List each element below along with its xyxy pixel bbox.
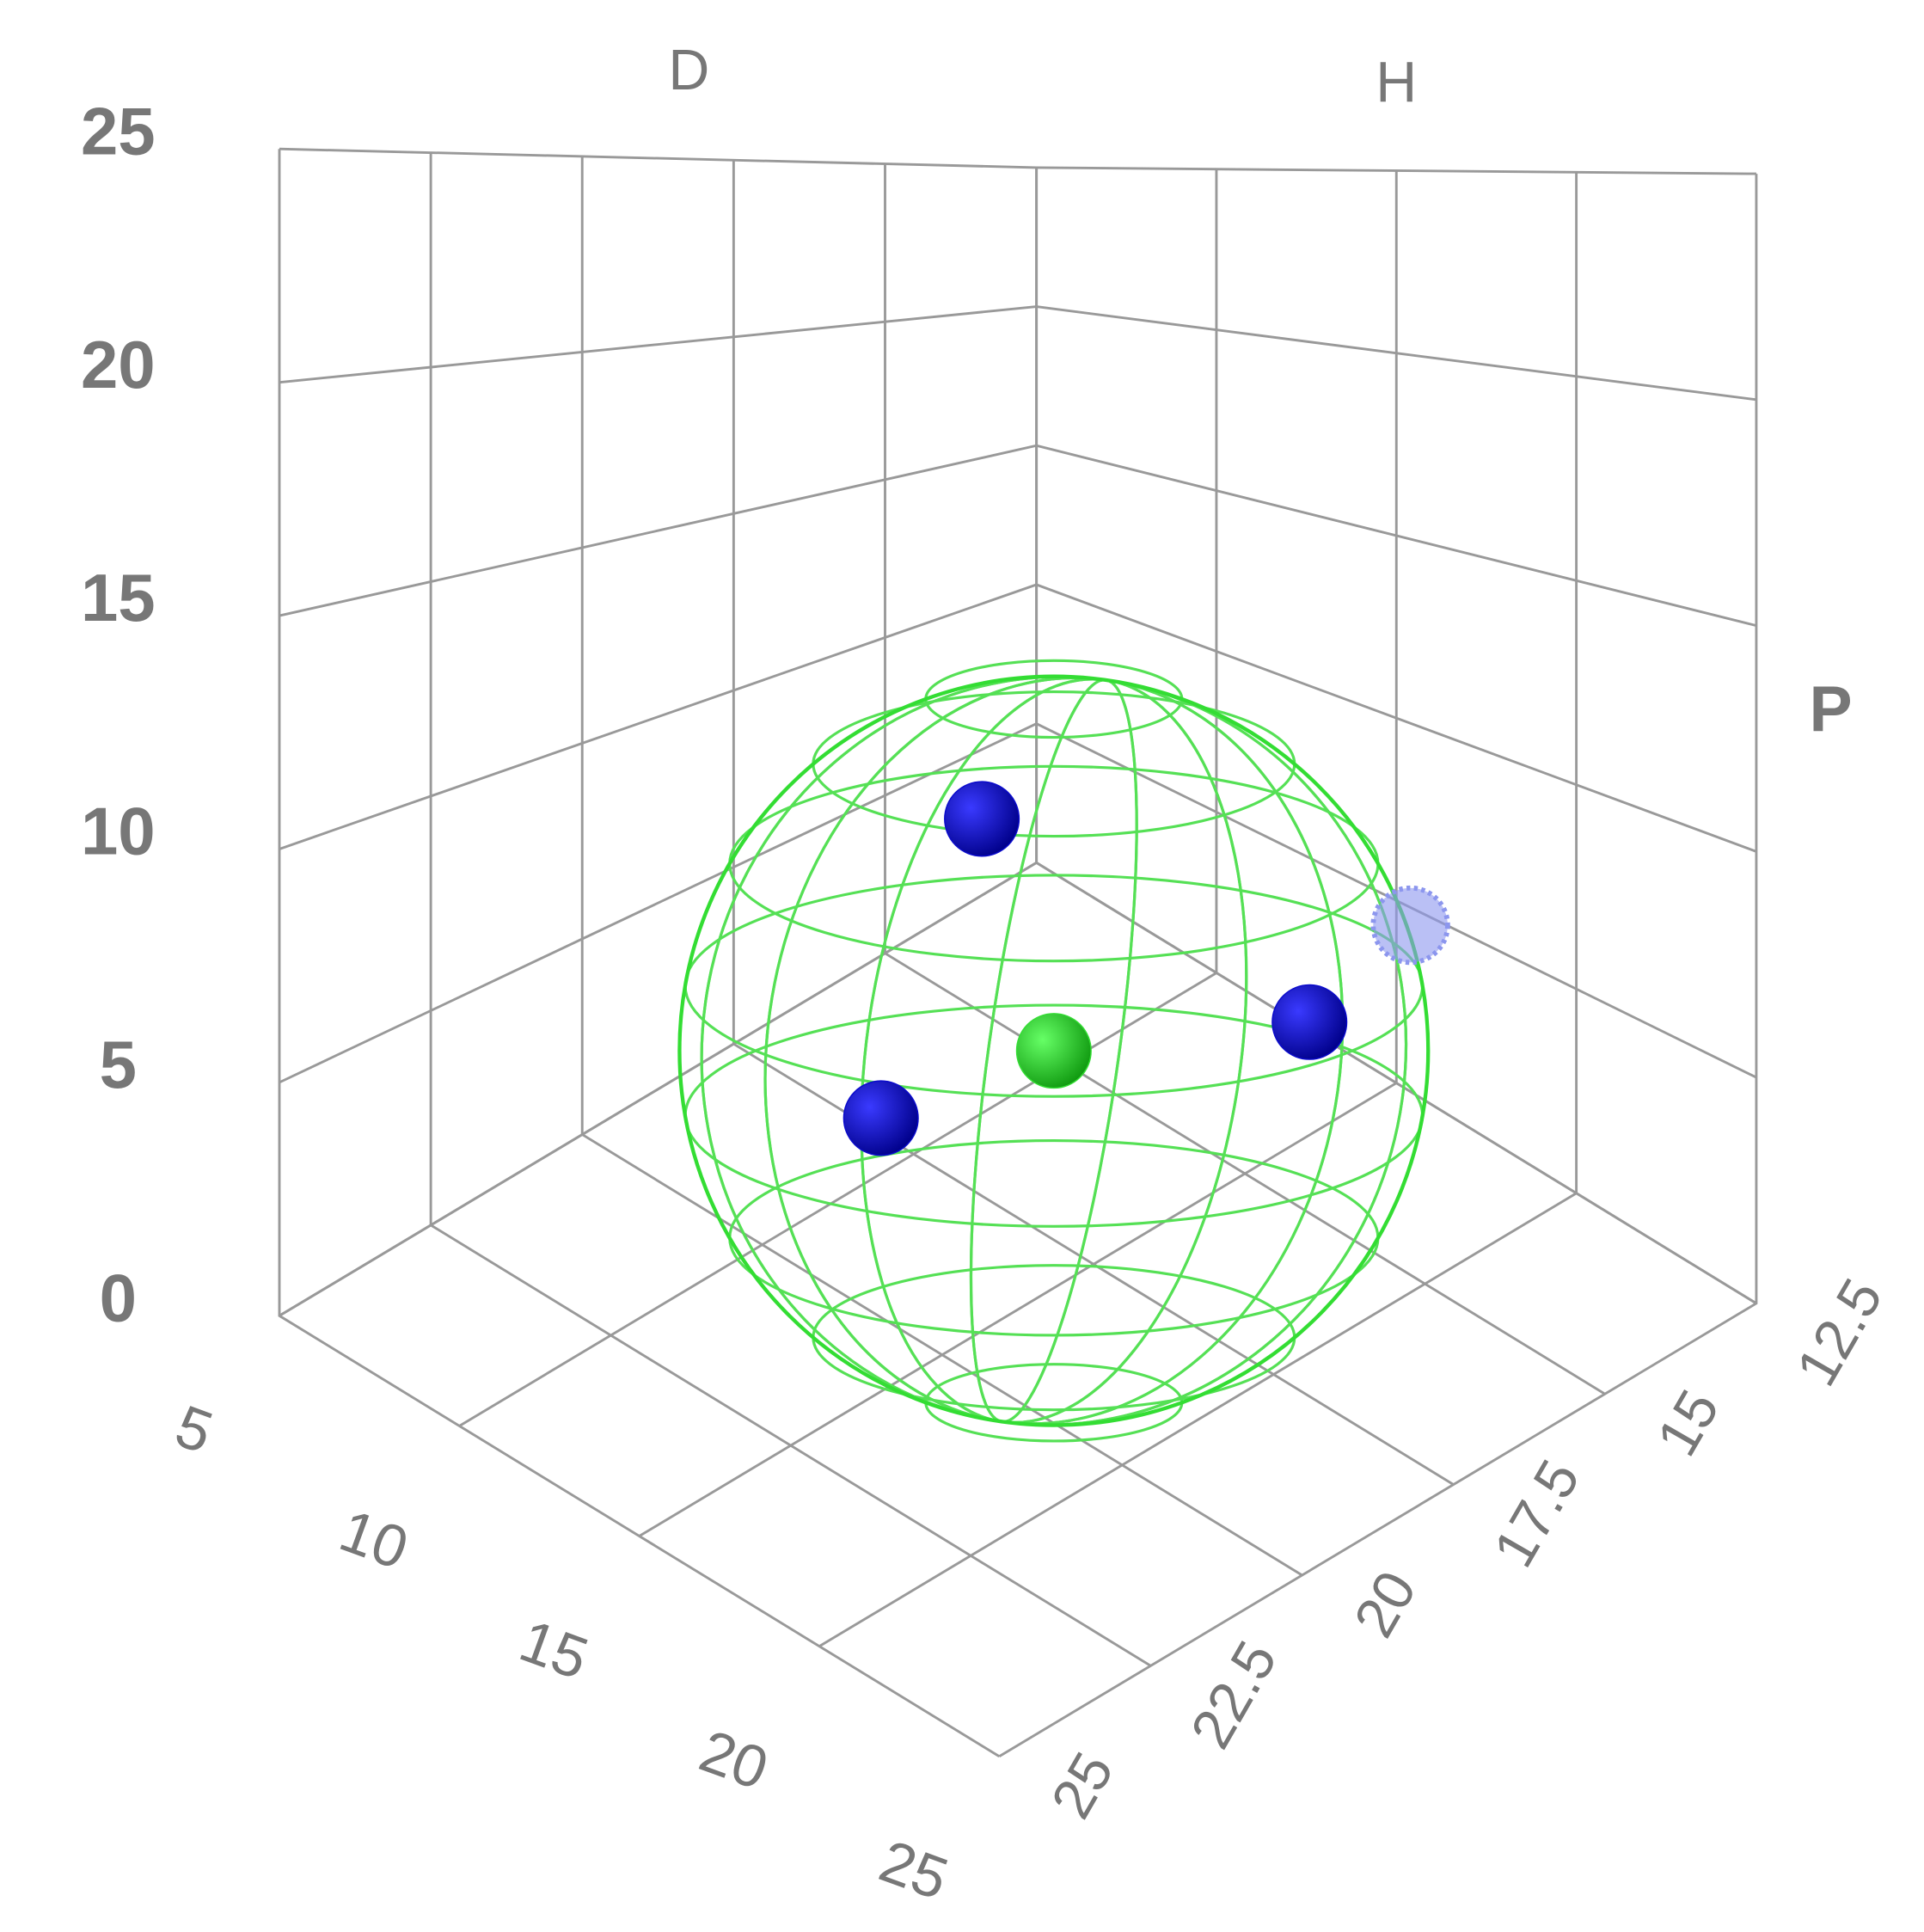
grid-line: [279, 861, 1757, 1317]
x-tick-label: 5: [167, 1392, 221, 1466]
wire-parallel: [924, 659, 1184, 739]
y-tick-label: 20: [81, 327, 156, 402]
grid-line: [818, 172, 1578, 1647]
grid-line: [279, 167, 1039, 1317]
sphere-center: [1015, 1013, 1092, 1089]
y-tick-label: 10: [81, 794, 156, 869]
grid-line: [458, 169, 1218, 1427]
grid-line: [279, 444, 1757, 628]
z-tick-label: 17.5: [1482, 1450, 1593, 1578]
y-tick-label: 0: [100, 1260, 137, 1335]
wire-parallel: [728, 764, 1380, 963]
x-tick-label: 20: [691, 1717, 776, 1803]
z-tick-label: 22.5: [1179, 1631, 1290, 1759]
point: [1271, 984, 1348, 1060]
y-tick-label: 5: [100, 1027, 137, 1102]
z-axis-title: H: [1376, 52, 1417, 115]
z-tick-label: 20: [1342, 1561, 1429, 1647]
marks: [677, 659, 1450, 1443]
grid-line: [279, 147, 1756, 175]
grid: [278, 147, 1758, 1758]
z-tick-label: 25: [1039, 1742, 1126, 1829]
x-axis-title: D: [668, 39, 709, 102]
x-tick-label: 10: [332, 1496, 417, 1582]
grid-line: [998, 174, 1758, 1758]
x-tick-label: 15: [512, 1606, 597, 1692]
grid-line: [279, 722, 1757, 1084]
point: [944, 781, 1020, 857]
wire-parallel: [924, 1363, 1184, 1443]
y-tick-label: 15: [81, 560, 156, 635]
y-tick-label: 25: [81, 93, 156, 169]
z-tick-label: 15: [1645, 1380, 1732, 1467]
x-tick-label: 25: [872, 1827, 957, 1913]
y-axis-title: P: [1810, 672, 1853, 745]
point: [1370, 885, 1450, 966]
grid-line: [279, 305, 1757, 402]
sphere: [677, 674, 1431, 1427]
point: [843, 1080, 919, 1156]
wire-parallel: [728, 1138, 1380, 1337]
z-tick-label: 12.5: [1785, 1268, 1896, 1396]
